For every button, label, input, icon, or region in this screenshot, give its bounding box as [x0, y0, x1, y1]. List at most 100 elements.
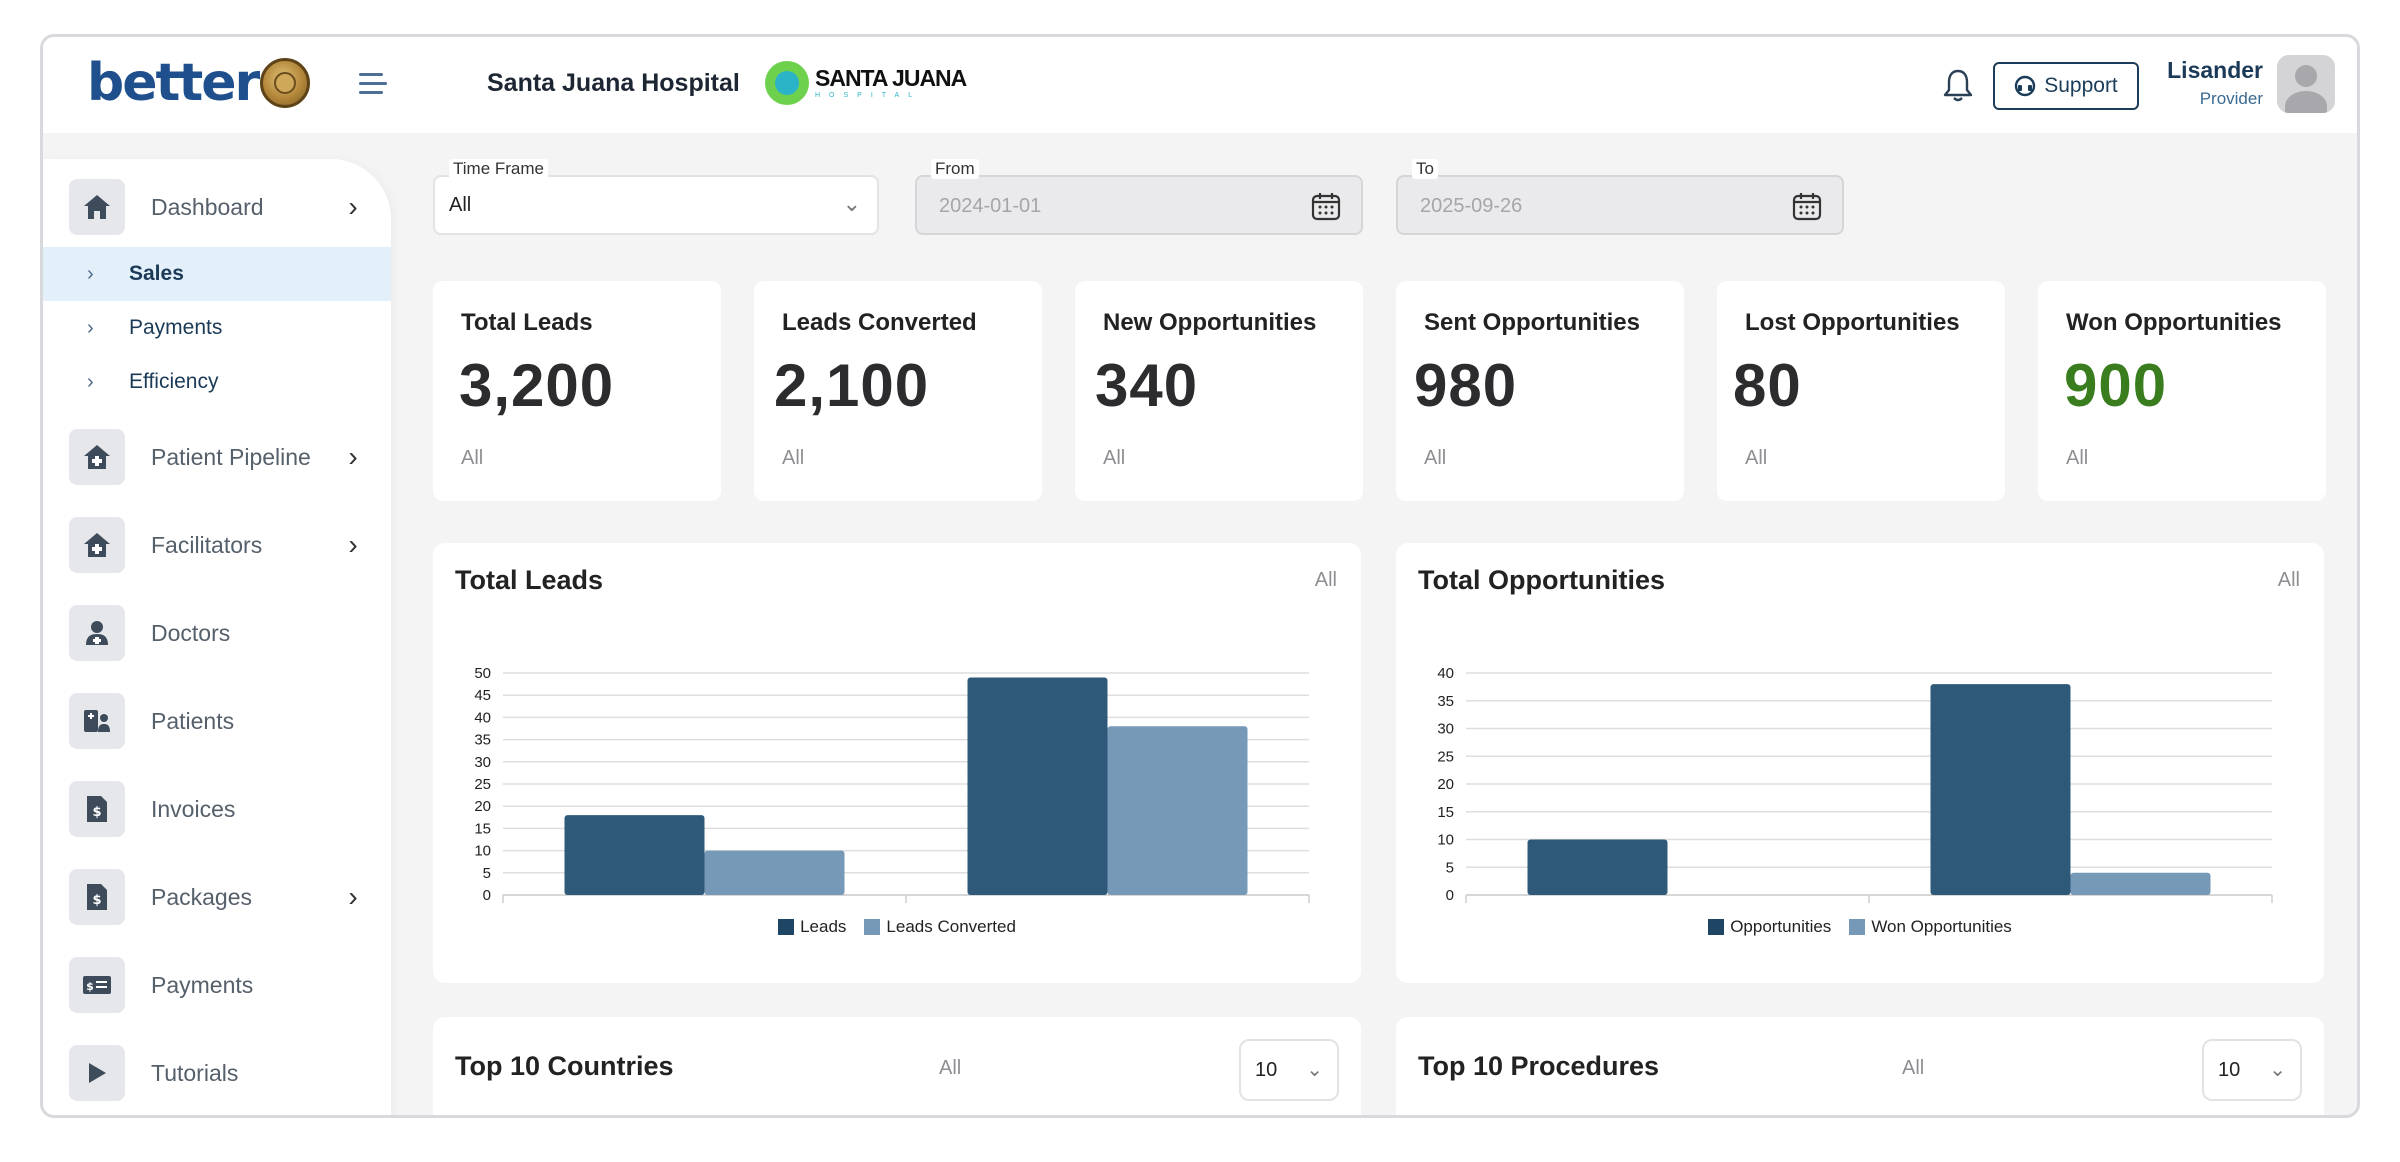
sidebar-subitem-payments[interactable]: › Payments	[43, 301, 391, 355]
sidebar: Dashboard › › Sales › Payments › Efficie…	[43, 159, 391, 1115]
chart-title: Total Leads	[455, 565, 604, 595]
sidebar-item-payments[interactable]: $ Payments	[69, 957, 365, 1013]
kpi-value: 340	[1095, 352, 1199, 419]
y-tick-label: 25	[474, 776, 491, 793]
top-header: better Santa Juana Hospital SANTA JUANA …	[43, 37, 2357, 133]
kpi-filter: All	[1103, 447, 1126, 469]
total-opportunities-card: Total Opportunities All 0 5 10 15 20 25 30 35 40…	[1396, 543, 2324, 983]
support-button[interactable]: Support	[1993, 62, 2139, 110]
legend-item[interactable]: Leads	[778, 917, 846, 937]
sidebar-item-doctors[interactable]: Doctors	[69, 605, 365, 661]
total-leads-card: Total Leads All 051015202530354045502024…	[433, 543, 1361, 983]
chevron-right-icon: ›	[348, 441, 358, 472]
kpi-filter: All	[461, 447, 484, 469]
house-medical-icon	[69, 429, 125, 485]
doctor-icon	[69, 605, 125, 661]
select-value: 10	[2218, 1059, 2241, 1081]
chevron-right-icon: ›	[87, 370, 94, 393]
chevron-down-icon: ⌄	[1306, 1059, 1323, 1081]
bar-won-opportunities	[2070, 872, 2211, 895]
user-name[interactable]: Lisander	[2167, 57, 2263, 83]
chart-filter: All	[1314, 569, 1337, 591]
from-label: From	[931, 159, 979, 179]
sidebar-item-patients[interactable]: Patients	[69, 693, 365, 749]
hospital-name: Santa Juana Hospital	[487, 69, 740, 97]
sidebar-item-tutorials[interactable]: Tutorials	[69, 1045, 365, 1101]
from-date-field[interactable]: From 2024-01-01	[915, 159, 1363, 235]
better-logo[interactable]: better	[87, 53, 311, 113]
home-icon	[69, 179, 125, 235]
chevron-right-icon: ›	[87, 262, 94, 285]
package-invoice-icon: $	[69, 869, 125, 925]
svg-text:$: $	[92, 805, 101, 820]
sidebar-item-packages[interactable]: $ Packages ›	[69, 869, 365, 925]
to-date-field[interactable]: To 2025-09-26	[1396, 159, 1844, 235]
hospital-logo-top-text: SANTA JUANA	[815, 65, 967, 91]
card-filter: All	[939, 1057, 962, 1079]
bar-leads	[564, 815, 705, 895]
top-count-select[interactable]: 10 ⌄	[1239, 1039, 1339, 1101]
y-tick-label: 0	[1446, 887, 1454, 903]
y-tick-label: 5	[483, 865, 491, 882]
hospital-logo-mark-icon	[765, 61, 809, 105]
bell-icon[interactable]	[1941, 67, 1975, 103]
legend-item[interactable]: Won Opportunities	[1849, 917, 2012, 937]
chevron-right-icon: ›	[348, 529, 358, 560]
legend-item[interactable]: Opportunities	[1708, 917, 1831, 937]
bar-leads	[967, 677, 1108, 895]
sidebar-item-label: Payments	[151, 971, 254, 998]
top-procedures-card: Top 10 Procedures All 10 ⌄	[1396, 1017, 2324, 1115]
sidebar-subitem-sales[interactable]: › Sales	[43, 247, 391, 301]
kpi-card-lost-opportunities: Lost Opportunities 80 All	[1717, 281, 2005, 501]
sidebar-subitem-label: Efficiency	[129, 370, 219, 393]
menu-toggle-icon[interactable]	[359, 73, 387, 97]
legend-swatch	[864, 919, 881, 935]
chart-legend: Opportunities Won Opportunities	[1396, 917, 2324, 937]
bar-leads-converted	[704, 850, 845, 895]
sidebar-item-facilitators[interactable]: Facilitators ›	[69, 517, 365, 573]
total-opportunities-chart: 051015202530354020242025	[1437, 665, 2273, 903]
kpi-value: 80	[1733, 352, 1802, 419]
sidebar-item-label: Patients	[151, 707, 235, 734]
legend-item[interactable]: Leads Converted	[864, 917, 1016, 937]
y-tick-label: 50	[474, 665, 491, 682]
chevron-right-icon: ›	[87, 316, 94, 339]
total-leads-chart: 0510152025303540455020242025	[474, 665, 1310, 903]
to-label: To	[1412, 159, 1438, 179]
to-date-value: 2025-09-26	[1420, 195, 1523, 217]
time-frame-select[interactable]: Time Frame All ⌄	[433, 159, 879, 235]
logo-text: better	[87, 53, 260, 113]
sidebar-item-patient-pipeline[interactable]: Patient Pipeline ›	[69, 429, 365, 485]
legend-label: Won Opportunities	[1871, 917, 2012, 936]
y-tick-label: 20	[474, 798, 491, 815]
chart-title: Total Opportunities	[1418, 565, 1665, 595]
calendar-icon[interactable]	[1792, 191, 1822, 221]
y-tick-label: 15	[1437, 804, 1454, 821]
kpi-title: Won Opportunities	[2066, 309, 2282, 336]
house-medical-icon	[69, 517, 125, 573]
avatar[interactable]	[2277, 55, 2335, 113]
sidebar-item-dashboard[interactable]: Dashboard ›	[69, 179, 365, 235]
card-filter: All	[1902, 1057, 1925, 1079]
calendar-icon[interactable]	[1311, 191, 1341, 221]
sidebar-subitem-label: Payments	[129, 316, 223, 339]
sidebar-subitem-efficiency[interactable]: › Efficiency	[43, 355, 391, 409]
headset-icon	[2015, 75, 2036, 97]
y-tick-label: 45	[474, 687, 491, 704]
kpi-title: New Opportunities	[1103, 309, 1317, 336]
kpi-value: 3,200	[459, 352, 615, 419]
top-count-select[interactable]: 10 ⌄	[2202, 1039, 2302, 1101]
kpi-card-sent-opportunities: Sent Opportunities 980 All	[1396, 281, 1684, 501]
bar-opportunities	[1527, 839, 1668, 895]
sidebar-item-invoices[interactable]: $ Invoices	[69, 781, 365, 837]
kpi-filter: All	[1424, 447, 1447, 469]
sidebar-item-label: Tutorials	[151, 1059, 239, 1086]
legend-label: Leads Converted	[886, 917, 1016, 936]
kpi-filter: All	[1745, 447, 1768, 469]
chevron-right-icon: ›	[348, 881, 358, 912]
svg-text:$: $	[86, 980, 94, 993]
bar-leads-converted	[1107, 726, 1248, 895]
sidebar-item-label: Packages	[151, 883, 253, 910]
kpi-value: 900	[2064, 352, 2168, 419]
y-tick-label: 35	[1437, 693, 1454, 710]
